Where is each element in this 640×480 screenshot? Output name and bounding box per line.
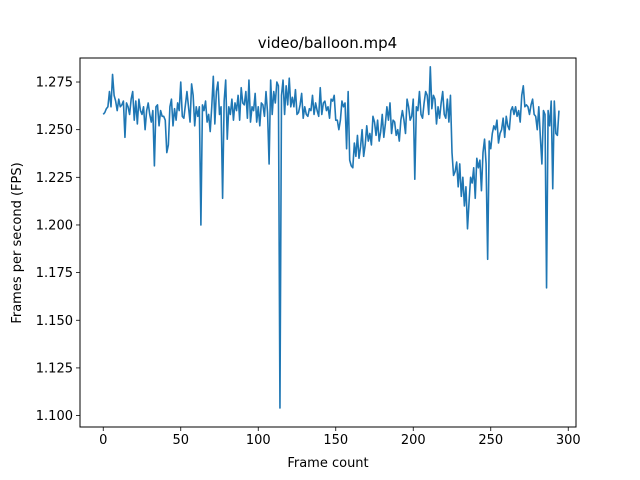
fps-series-line — [102, 65, 560, 409]
y-tick-label: 1.225 — [36, 171, 73, 186]
y-tick-label: 1.100 — [36, 409, 73, 424]
y-tick-label: 1.125 — [36, 361, 73, 376]
x-tick-label: 300 — [556, 433, 581, 448]
x-tick-label: 100 — [246, 433, 271, 448]
chart-title: video/balloon.mp4 — [258, 34, 397, 52]
x-tick-label: 50 — [172, 433, 189, 448]
y-axis-label: Frames per second (FPS) — [10, 162, 25, 323]
x-tick-label: 150 — [323, 433, 348, 448]
x-tick-label: 250 — [478, 433, 503, 448]
y-tick-label: 1.175 — [36, 266, 73, 281]
y-tick-label: 1.250 — [36, 123, 73, 138]
y-tick-label: 1.275 — [36, 76, 73, 91]
y-tick-label: 1.150 — [36, 314, 73, 329]
x-axis-label: Frame count — [287, 456, 368, 471]
y-tick-label: 1.200 — [36, 218, 73, 233]
x-tick-label: 0 — [99, 433, 107, 448]
x-tick-label: 200 — [401, 433, 426, 448]
plot-area-frame — [79, 57, 577, 428]
